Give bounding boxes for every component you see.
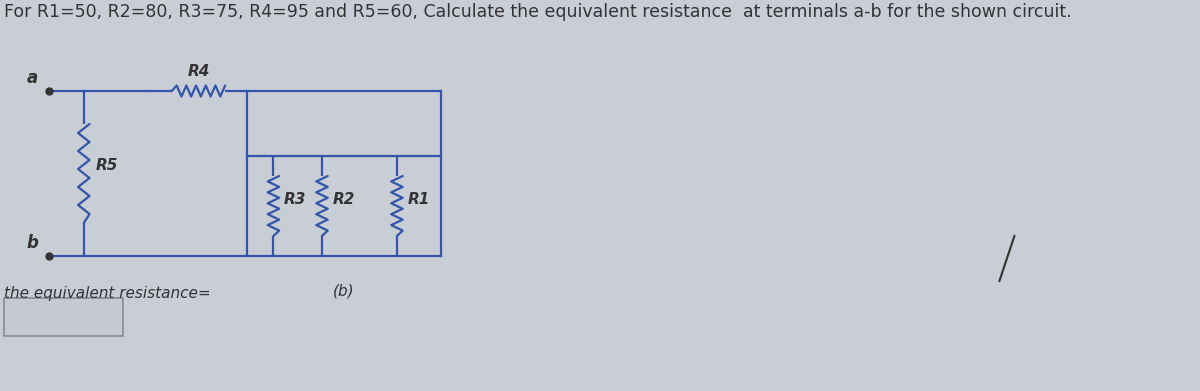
Text: R4: R4	[187, 64, 210, 79]
Text: the equivalent resistance=: the equivalent resistance=	[5, 286, 211, 301]
Text: (b): (b)	[334, 284, 355, 299]
Text: R2: R2	[332, 192, 355, 208]
Text: b: b	[26, 234, 38, 252]
Text: a: a	[26, 69, 38, 87]
FancyBboxPatch shape	[5, 298, 124, 336]
Text: For R1=50, R2=80, R3=75, R4=95 and R5=60, Calculate the equivalent resistance  a: For R1=50, R2=80, R3=75, R4=95 and R5=60…	[5, 3, 1072, 21]
Text: R1: R1	[408, 192, 430, 208]
Text: R3: R3	[284, 192, 306, 208]
Text: R5: R5	[96, 158, 119, 173]
